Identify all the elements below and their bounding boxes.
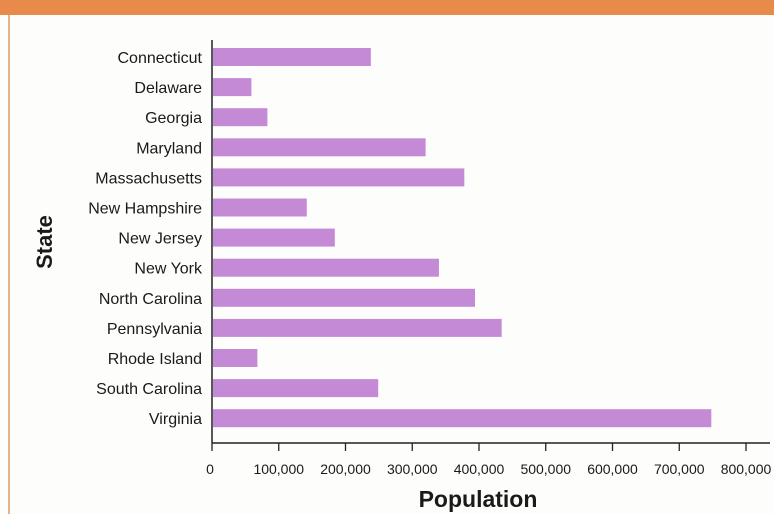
category-label-rhode-island: Rhode Island [108,351,202,368]
bar-massachusetts [213,168,465,187]
category-label-virginia: Virginia [149,411,202,428]
category-label-new-york: New York [134,261,203,278]
bar-georgia [213,108,268,127]
bar-north-carolina [213,288,475,307]
x-axis-ticks: 0 100,000 200,000 300,000 400,000 500,000 600,… [206,443,772,477]
category-label-south-carolina: South Carolina [96,381,202,398]
category-label-pennsylvania: Pennsylvania [107,321,202,338]
category-label-new-hampshire: New Hampshire [88,201,202,218]
y-axis-title: State [32,215,57,269]
bars-group [213,48,712,428]
x-axis-title: Population [419,486,538,512]
bar-maryland [213,138,426,157]
x-tick-label: 700,000 [654,461,705,477]
page-margin-rule [8,15,10,514]
bar-south-carolina [213,379,379,398]
x-tick-label: 0 [206,461,214,477]
category-label-new-jersey: New Jersey [118,231,202,248]
x-tick-label: 500,000 [520,461,571,477]
x-tick-label: 600,000 [587,461,638,477]
bar-new-hampshire [213,198,307,217]
x-tick-label: 100,000 [253,461,304,477]
category-label-maryland: Maryland [136,140,202,157]
category-label-massachusetts: Massachusetts [95,170,202,187]
category-labels: Connecticut Delaware Georgia Maryland Massac… [88,50,203,428]
bar-virginia [213,409,712,428]
x-tick-label: 200,000 [320,461,371,477]
category-label-connecticut: Connecticut [118,50,203,67]
bar-pennsylvania [213,318,502,337]
bar-delaware [213,78,252,97]
category-label-georgia: Georgia [145,110,202,127]
x-tick-label: 300,000 [387,461,438,477]
bar-rhode-island [213,349,258,367]
category-label-north-carolina: North Carolina [99,291,202,308]
category-label-delaware: Delaware [134,80,202,97]
bar-new-jersey [213,228,335,247]
x-tick-label: 800,000 [721,461,772,477]
header-band [0,0,774,15]
bar-connecticut [213,48,371,66]
x-tick-label: 400,000 [454,461,505,477]
bar-new-york [213,258,439,277]
